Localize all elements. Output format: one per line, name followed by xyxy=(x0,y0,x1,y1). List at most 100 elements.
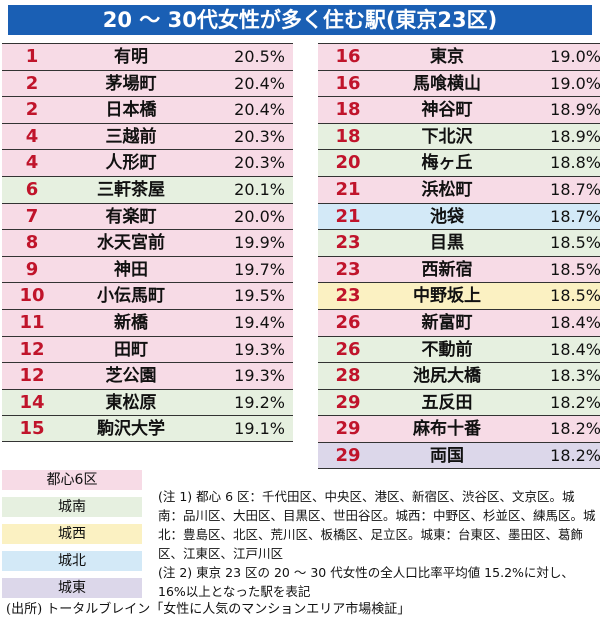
value-cell: 18.5% xyxy=(550,259,600,279)
rank-cell: 16 xyxy=(335,46,361,67)
station-cell: 田町 xyxy=(114,339,148,360)
value-cell: 19.7% xyxy=(234,259,285,279)
table-row: 18 下北沢 18.9% xyxy=(318,122,600,150)
table-row: 8 水天宮前 19.9% xyxy=(2,229,293,256)
rank-cell: 10 xyxy=(19,285,45,307)
rank-cell: 2 xyxy=(25,99,39,121)
rank-cell: 29 xyxy=(335,418,361,440)
rank-cell: 28 xyxy=(335,365,361,387)
station-cell: 新橋 xyxy=(114,312,148,333)
value-cell: 19.3% xyxy=(234,366,285,386)
station-cell: 人形町 xyxy=(105,153,157,174)
rank-cell: 21 xyxy=(335,178,361,200)
table-row: 23 中野坂上 18.5% xyxy=(318,282,600,309)
value-cell: 18.8% xyxy=(550,153,600,173)
station-cell: 芝公園 xyxy=(105,366,157,387)
station-cell: 東松原 xyxy=(105,392,157,413)
value-cell: 19.1% xyxy=(234,419,285,439)
table-row: 23 目黒 18.5% xyxy=(318,229,600,256)
chart-title: 20 ～ 30代女性が多く住む駅(東京23区) xyxy=(8,5,592,35)
rank-cell: 29 xyxy=(335,444,361,466)
rank-cell: 11 xyxy=(19,311,45,333)
station-cell: 西新宿 xyxy=(421,259,473,280)
rank-cell: 9 xyxy=(25,258,39,280)
legend-item: 城東 xyxy=(2,578,142,598)
rank-cell: 6 xyxy=(25,178,39,200)
table-row: 2 日本橋 20.4% xyxy=(2,96,293,123)
value-cell: 19.9% xyxy=(234,233,285,253)
rank-cell: 16 xyxy=(335,72,361,94)
table-row: 6 三軒茶屋 20.1% xyxy=(2,175,293,203)
legend-item: 城南 xyxy=(2,497,142,517)
table-row: 21 浜松町 18.7% xyxy=(318,175,600,203)
value-cell: 19.0% xyxy=(550,73,600,93)
station-cell: 新富町 xyxy=(421,312,473,333)
rank-cell: 12 xyxy=(19,338,45,360)
value-cell: 20.0% xyxy=(234,206,285,226)
table-row: 16 馬喰横山 19.0% xyxy=(318,69,600,97)
table-row: 18 神谷町 18.9% xyxy=(318,96,600,123)
legend-item: 城北 xyxy=(2,551,142,571)
station-cell: 日本橋 xyxy=(105,100,157,121)
table-row: 14 東松原 19.2% xyxy=(2,388,293,416)
value-cell: 19.0% xyxy=(550,47,600,66)
table-row: 12 田町 19.3% xyxy=(2,335,293,363)
table-row: 11 新橋 19.4% xyxy=(2,308,293,336)
station-cell: 有明 xyxy=(114,47,148,67)
value-cell: 18.7% xyxy=(550,179,600,199)
value-cell: 19.2% xyxy=(234,392,285,412)
ranking-column-right: 16 東京 19.0% 16 馬喰横山 19.0% 18 神谷町 18.9% 18 下北沢 18.9%… xyxy=(318,43,600,469)
value-cell: 18.9% xyxy=(550,100,600,120)
table-row: 12 芝公園 19.3% xyxy=(2,362,293,389)
notes: (注 1) 都心 6 区：千代田区、中央区、港区、新宿区、渋谷区、文京区。城南：… xyxy=(158,487,598,601)
station-cell: 馬喰横山 xyxy=(413,73,481,94)
station-cell: 有楽町 xyxy=(105,206,157,227)
value-cell: 18.2% xyxy=(550,445,600,465)
value-cell: 20.1% xyxy=(234,179,285,199)
rank-cell: 18 xyxy=(335,125,361,147)
table-row: 28 池尻大橋 18.3% xyxy=(318,362,600,389)
station-cell: 駒沢大学 xyxy=(97,419,165,440)
value-cell: 18.4% xyxy=(550,339,600,359)
station-cell: 神谷町 xyxy=(421,100,473,121)
rank-cell: 1 xyxy=(25,46,39,67)
station-cell: 五反田 xyxy=(421,392,473,413)
value-cell: 18.4% xyxy=(550,312,600,332)
station-cell: 水天宮前 xyxy=(97,233,165,254)
table-row: 26 不動前 18.4% xyxy=(318,335,600,363)
table-row: 15 駒沢大学 19.1% xyxy=(2,415,293,442)
value-cell: 20.4% xyxy=(234,73,285,93)
legend-item: 都心6区 xyxy=(2,470,142,490)
table-row: 1 有明 20.5% xyxy=(2,43,293,70)
rank-cell: 21 xyxy=(335,205,361,227)
table-row: 29 五反田 18.2% xyxy=(318,388,600,416)
rank-cell: 2 xyxy=(25,72,39,94)
value-cell: 20.5% xyxy=(234,47,285,66)
table-row: 29 両国 18.2% xyxy=(318,441,600,469)
rank-cell: 8 xyxy=(25,232,39,254)
station-cell: 麻布十番 xyxy=(413,419,481,440)
station-cell: 茅場町 xyxy=(105,73,157,94)
rank-cell: 23 xyxy=(335,258,361,280)
note-2: (注 2) 東京 23 区の 20 ～ 30 代女性の全人口比率平均値 15.2… xyxy=(158,565,574,599)
rank-cell: 15 xyxy=(19,418,45,440)
rank-cell: 7 xyxy=(25,205,39,227)
table-row: 10 小伝馬町 19.5% xyxy=(2,282,293,309)
rank-cell: 14 xyxy=(19,391,45,413)
station-cell: 不動前 xyxy=(421,339,473,360)
rank-cell: 23 xyxy=(335,232,361,254)
value-cell: 18.2% xyxy=(550,419,600,439)
rank-cell: 12 xyxy=(19,365,45,387)
value-cell: 20.3% xyxy=(234,126,285,146)
table-row: 7 有楽町 20.0% xyxy=(2,202,293,230)
value-cell: 18.7% xyxy=(550,206,600,226)
rank-cell: 20 xyxy=(335,152,361,174)
value-cell: 19.4% xyxy=(234,312,285,332)
value-cell: 18.3% xyxy=(550,366,600,386)
table-row: 29 麻布十番 18.2% xyxy=(318,415,600,442)
table-row: 20 梅ヶ丘 18.8% xyxy=(318,149,600,176)
rank-cell: 26 xyxy=(335,338,361,360)
rank-cell: 29 xyxy=(335,391,361,413)
station-cell: 池尻大橋 xyxy=(413,366,481,387)
rank-cell: 26 xyxy=(335,311,361,333)
